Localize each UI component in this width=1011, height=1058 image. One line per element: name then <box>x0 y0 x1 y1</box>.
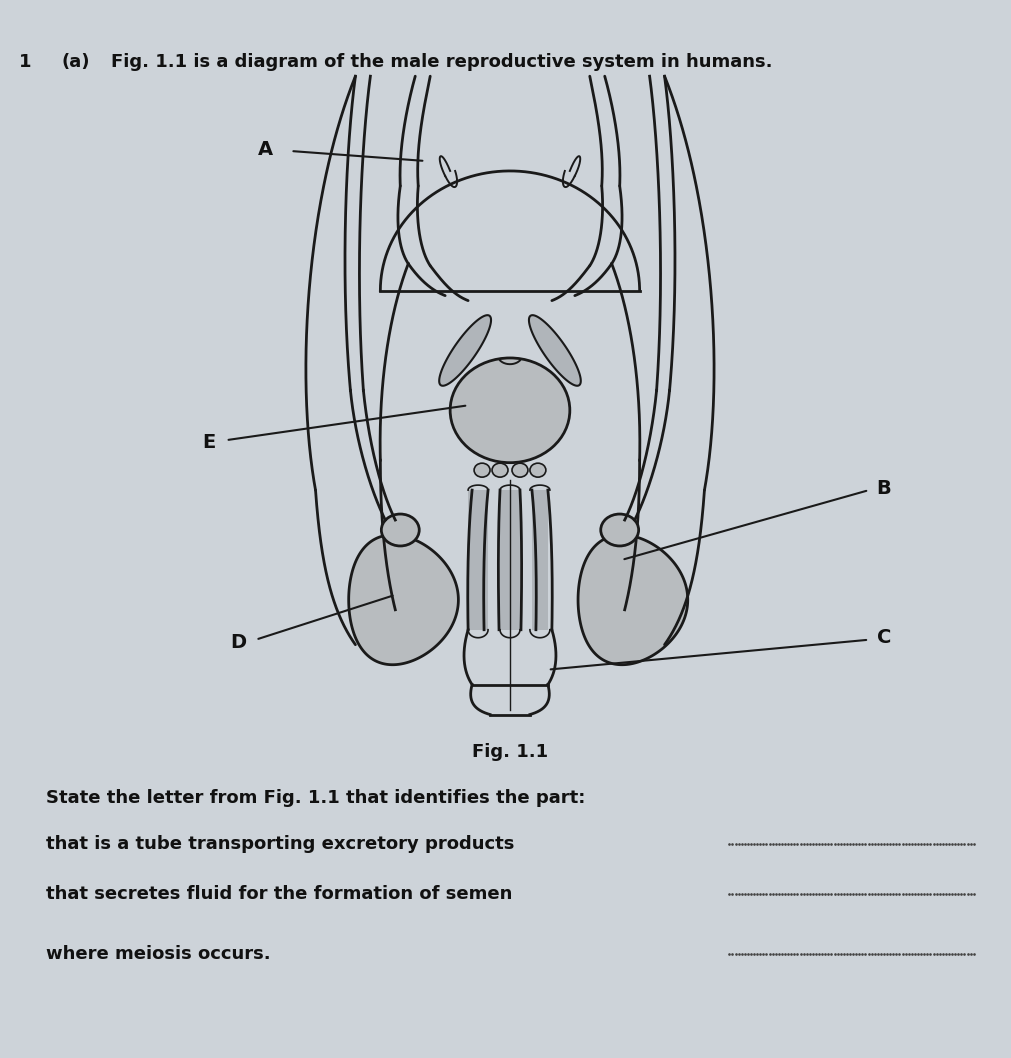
Polygon shape <box>500 490 520 630</box>
Ellipse shape <box>474 463 490 477</box>
Ellipse shape <box>530 463 546 477</box>
Polygon shape <box>578 535 687 664</box>
Polygon shape <box>529 315 580 386</box>
Polygon shape <box>468 490 488 630</box>
Polygon shape <box>532 490 548 630</box>
Text: (a): (a) <box>62 53 90 71</box>
Text: where meiosis occurs.: where meiosis occurs. <box>47 945 271 963</box>
Text: 1: 1 <box>19 53 31 71</box>
Text: Fig. 1.1 is a diagram of the male reproductive system in humans.: Fig. 1.1 is a diagram of the male reprod… <box>111 53 772 71</box>
Ellipse shape <box>601 514 639 546</box>
Text: that secretes fluid for the formation of semen: that secretes fluid for the formation of… <box>47 886 513 904</box>
Ellipse shape <box>381 514 420 546</box>
Text: B: B <box>877 478 892 497</box>
Text: Fig. 1.1: Fig. 1.1 <box>472 744 548 762</box>
Polygon shape <box>439 315 491 386</box>
Ellipse shape <box>512 463 528 477</box>
Text: A: A <box>258 140 273 159</box>
Text: D: D <box>231 633 247 652</box>
Ellipse shape <box>492 463 508 477</box>
Text: State the letter from Fig. 1.1 that identifies the part:: State the letter from Fig. 1.1 that iden… <box>47 789 585 807</box>
Polygon shape <box>349 535 458 664</box>
Text: that is a tube transporting excretory products: that is a tube transporting excretory pr… <box>47 835 515 853</box>
Text: C: C <box>877 628 891 647</box>
Ellipse shape <box>450 358 570 462</box>
Text: E: E <box>202 433 215 452</box>
